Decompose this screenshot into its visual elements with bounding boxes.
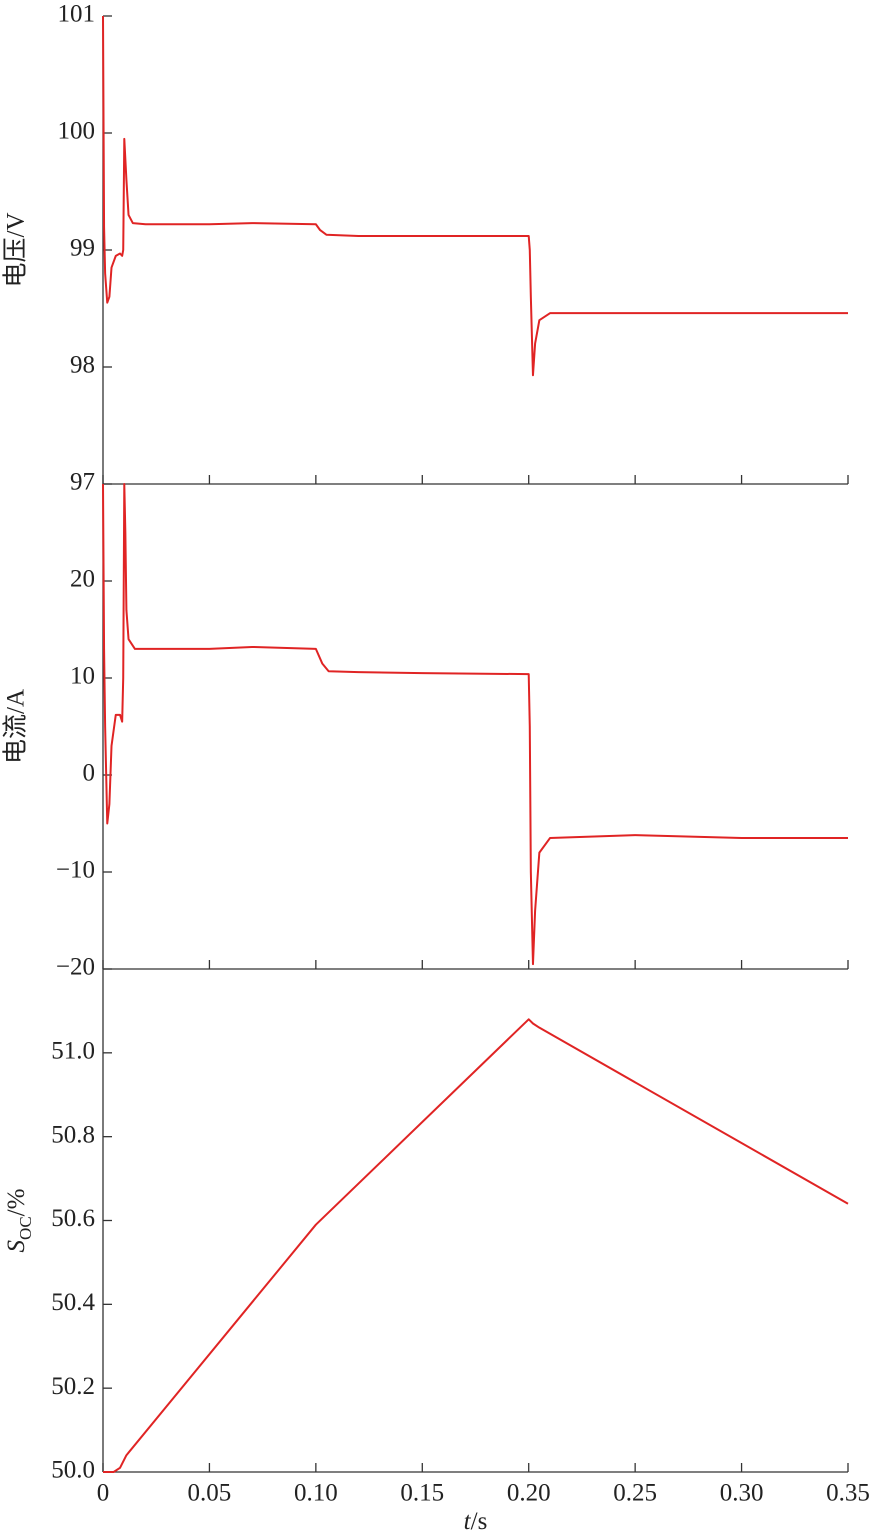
y-tick-label: 100 (58, 118, 96, 145)
label-part: t (464, 1508, 472, 1535)
data-line (102, 15, 848, 377)
y-tick-label: 50.8 (51, 1121, 95, 1148)
data-line (103, 1018, 849, 1473)
label-part: S (3, 1239, 30, 1252)
y-axis-label: SOC/% (3, 1189, 36, 1253)
x-tick-label: 0.10 (294, 1480, 338, 1507)
x-tick-label: 0 (97, 1480, 110, 1507)
y-tick-label: 97 (70, 469, 95, 496)
y-tick-label: −20 (56, 954, 95, 981)
y-tick-label: 50.4 (51, 1289, 95, 1316)
y-tick-label: 50.6 (51, 1205, 95, 1232)
y-tick-label: 101 (58, 1, 96, 28)
y-axis-label: 电流/A (2, 689, 30, 764)
y-tick-label: 98 (70, 352, 95, 379)
label-part: OC (16, 1216, 35, 1240)
x-tick-label: 0.05 (188, 1480, 232, 1507)
x-tick-label: 0.15 (400, 1480, 444, 1507)
x-tick-label: 0.30 (720, 1480, 764, 1507)
data-line (102, 483, 848, 966)
y-tick-label: 50.0 (51, 1457, 95, 1484)
x-axis-label: t/s (464, 1508, 488, 1535)
x-tick-label: 0.20 (507, 1480, 551, 1507)
y-tick-label: 50.2 (51, 1373, 95, 1400)
x-tick-label: 0.25 (613, 1480, 657, 1507)
label-part: /% (3, 1189, 30, 1217)
x-tick-label: 0.35 (826, 1480, 870, 1507)
y-tick-label: 0 (83, 760, 96, 787)
y-tick-label: 20 (70, 566, 95, 593)
y-tick-label: 99 (70, 235, 95, 262)
y-tick-label: 10 (70, 663, 95, 690)
y-axis-label: 电压/V (2, 212, 30, 287)
y-tick-label: −10 (56, 857, 95, 884)
label-part: /s (471, 1508, 488, 1535)
y-tick-label: 51.0 (51, 1038, 95, 1065)
